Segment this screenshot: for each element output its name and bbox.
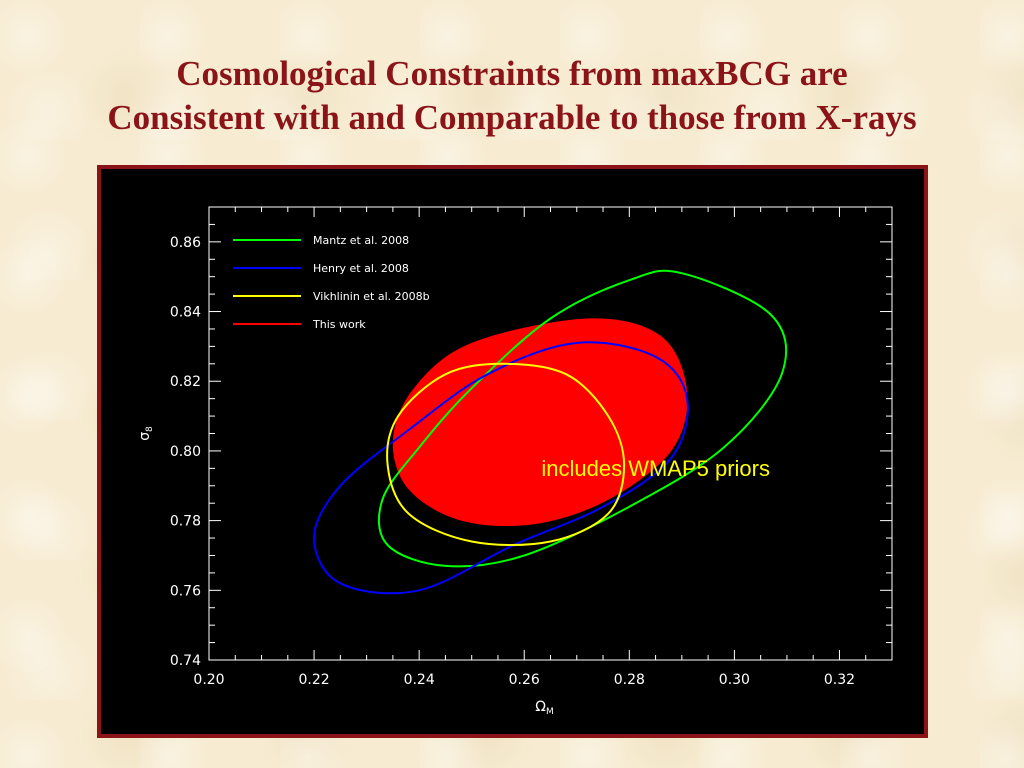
legend-label: Vikhlinin et al. 2008b	[313, 290, 430, 303]
x-tick-label: 0.24	[404, 672, 435, 688]
plot-axes: 0.20 0.22 0.24 0.26 0.28 0.30 0.32 0.74 0.76 0.78…	[170, 206, 893, 688]
y-tick-label: 0.76	[170, 583, 201, 599]
wmap5-priors-note: includes WMAP5 priors	[541, 456, 770, 481]
contour-chart: 0.20 0.22 0.24 0.26 0.28 0.30 0.32 0.74 0.76 0.78…	[137, 206, 893, 717]
x-axis-label-sub: M	[546, 707, 554, 717]
y-tick-label: 0.74	[170, 653, 201, 669]
x-tick-label: 0.32	[824, 672, 855, 688]
x-tick-label: 0.22	[298, 672, 329, 688]
legend: Mantz et al. 2008 Henry et al. 2008 Vikhli…	[233, 234, 430, 331]
x-axis-label: ΩM	[535, 699, 553, 717]
contour-mantz-et-al-2008	[377, 269, 788, 568]
slide-title: Cosmological Constraints from maxBCG are…	[0, 52, 1024, 140]
slide-title-line-2: Consistent with and Comparable to those …	[107, 98, 917, 137]
y-tick-label: 0.82	[170, 374, 201, 390]
y-axis-label: σ8	[137, 426, 155, 441]
x-tick-label: 0.26	[509, 672, 540, 688]
y-tick-label: 0.80	[170, 444, 201, 460]
slide-title-line-1: Cosmological Constraints from maxBCG are	[176, 54, 848, 93]
legend-label: Mantz et al. 2008	[313, 234, 409, 247]
y-tick-label: 0.84	[170, 305, 201, 321]
x-tick-label: 0.30	[719, 672, 750, 688]
contour-layer	[313, 269, 788, 595]
contour-this-work	[392, 318, 688, 527]
y-tick-label: 0.86	[170, 235, 201, 251]
plot-frame: 0.20 0.22 0.24 0.26 0.28 0.30 0.32 0.74 0.76 0.78…	[97, 165, 928, 738]
contour-henry-et-al-2008	[313, 341, 689, 595]
x-tick-label: 0.28	[614, 672, 645, 688]
x-tick-label: 0.20	[193, 672, 224, 688]
legend-label: Henry et al. 2008	[313, 262, 409, 275]
contour-vikhlinin-et-al-2008b	[386, 362, 626, 546]
legend-label: This work	[312, 318, 366, 331]
y-tick-label: 0.78	[170, 514, 201, 530]
y-axis-label-sub: 8	[145, 426, 155, 432]
